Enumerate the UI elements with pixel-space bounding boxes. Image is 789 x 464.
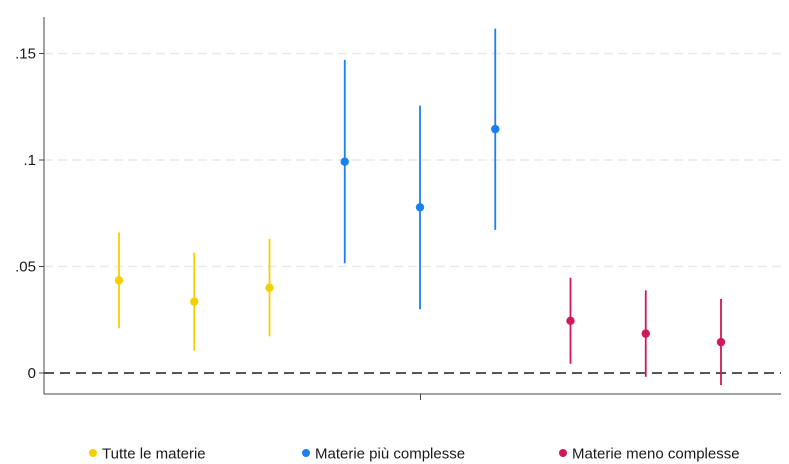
legend-marker bbox=[89, 449, 97, 457]
point-estimate bbox=[415, 203, 425, 212]
legend-marker bbox=[559, 449, 567, 457]
gridlines bbox=[44, 52, 781, 268]
point-estimate bbox=[340, 157, 349, 166]
point-estimate bbox=[114, 276, 124, 285]
legend-item: Tutte le materie bbox=[89, 446, 206, 463]
y-tick-label: 0 bbox=[28, 365, 36, 382]
data-marks bbox=[114, 28, 726, 386]
point-estimate bbox=[716, 337, 726, 347]
point-estimate bbox=[566, 316, 575, 326]
legend-item: Materie più complesse bbox=[302, 446, 465, 463]
y-tick-label: .05 bbox=[15, 259, 36, 276]
axes: .15 .1 .05 0 bbox=[15, 17, 781, 400]
point-estimate bbox=[190, 297, 199, 306]
legend-label: Materie meno complesse bbox=[572, 446, 740, 463]
legend-marker bbox=[302, 449, 310, 457]
y-tick-label: .1 bbox=[23, 152, 36, 169]
legend: Tutte le materie Materie più complesse Mat… bbox=[89, 446, 740, 463]
point-estimate bbox=[265, 283, 274, 292]
point-estimate bbox=[491, 124, 500, 134]
legend-label: Materie più complesse bbox=[315, 446, 465, 463]
point-estimate bbox=[641, 329, 650, 338]
legend-item: Materie meno complesse bbox=[559, 446, 740, 463]
legend-label: Tutte le materie bbox=[102, 446, 206, 463]
y-tick-label: .15 bbox=[15, 46, 36, 63]
